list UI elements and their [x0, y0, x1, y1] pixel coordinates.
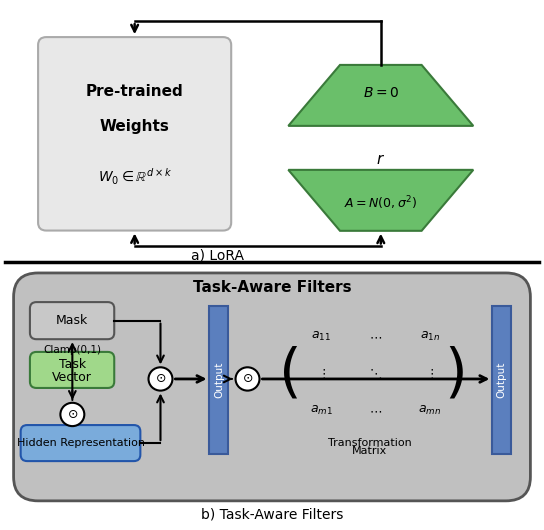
Text: $r$: $r$	[376, 152, 385, 166]
Text: $\ddots$: $\ddots$	[369, 367, 382, 381]
Text: $\odot$: $\odot$	[242, 373, 253, 385]
Text: $\odot$: $\odot$	[155, 373, 166, 385]
Text: $\cdots$: $\cdots$	[369, 404, 382, 417]
Text: $B = 0$: $B = 0$	[363, 86, 399, 100]
Bar	[492, 306, 511, 454]
Text: Weights: Weights	[100, 119, 170, 134]
Text: Transformation: Transformation	[328, 438, 412, 447]
Text: $\vdots$: $\vdots$	[317, 367, 325, 381]
FancyBboxPatch shape	[14, 273, 530, 501]
Text: $\cdots$: $\cdots$	[369, 330, 382, 343]
Text: Hidden Representation: Hidden Representation	[16, 438, 145, 448]
Text: $W_0 \in \mathbb{R}^{d\times k}$: $W_0 \in \mathbb{R}^{d\times k}$	[97, 166, 172, 187]
Bar	[209, 306, 228, 454]
Text: $a_{11}$: $a_{11}$	[311, 330, 331, 343]
Text: $)$: $)$	[444, 345, 464, 402]
FancyBboxPatch shape	[30, 302, 114, 339]
Text: Task-Aware Filters: Task-Aware Filters	[193, 280, 351, 295]
Text: $A = N(0, \sigma^2)$: $A = N(0, \sigma^2)$	[344, 194, 417, 212]
Circle shape	[149, 367, 172, 391]
Text: Matrix: Matrix	[353, 446, 387, 455]
Text: $\vdots$: $\vdots$	[425, 367, 434, 381]
Polygon shape	[288, 170, 473, 231]
Text: Vector: Vector	[52, 370, 92, 384]
FancyBboxPatch shape	[30, 352, 114, 388]
Text: Mask: Mask	[56, 314, 88, 327]
Polygon shape	[288, 65, 473, 126]
FancyBboxPatch shape	[21, 425, 140, 461]
Text: $a_{1n}$: $a_{1n}$	[419, 330, 440, 343]
Circle shape	[236, 367, 259, 391]
Text: b) Task-Aware Filters: b) Task-Aware Filters	[201, 507, 343, 521]
Text: $a_{m1}$: $a_{m1}$	[310, 404, 332, 417]
Text: Output: Output	[214, 362, 224, 398]
Text: $a_{mn}$: $a_{mn}$	[418, 404, 441, 417]
Text: Task: Task	[59, 358, 85, 371]
Text: Pre-trained: Pre-trained	[86, 84, 183, 99]
Text: Clamp(0,1): Clamp(0,1)	[43, 345, 101, 355]
FancyBboxPatch shape	[38, 37, 231, 231]
Text: $($: $($	[279, 345, 298, 402]
Circle shape	[60, 403, 84, 426]
Text: a) LoRA: a) LoRA	[191, 249, 244, 262]
Text: $\odot$: $\odot$	[67, 408, 78, 421]
Text: Output: Output	[497, 362, 507, 398]
